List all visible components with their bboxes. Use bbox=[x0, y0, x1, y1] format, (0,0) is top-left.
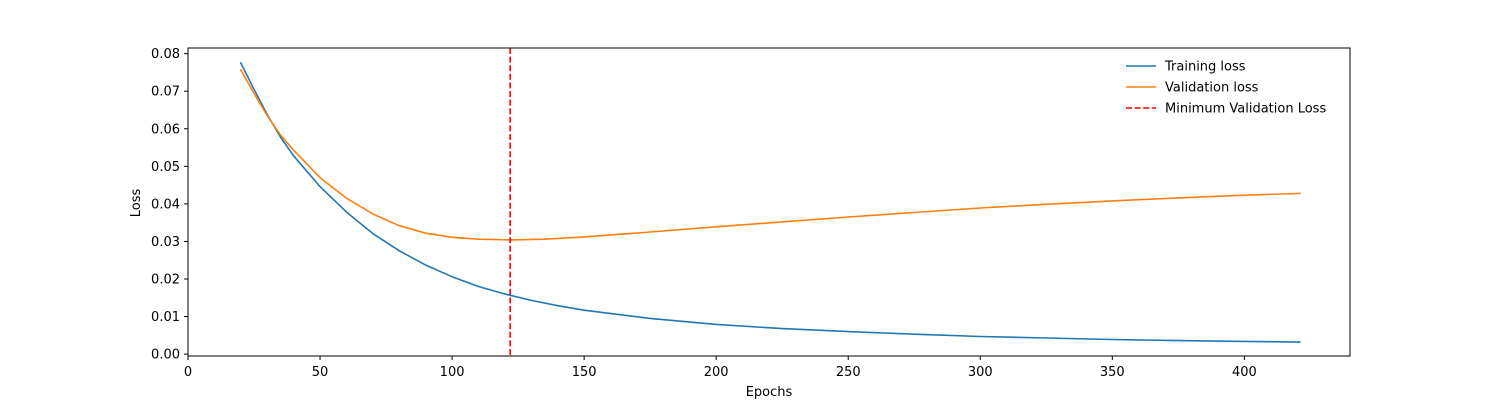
legend-label: Minimum Validation Loss bbox=[1165, 102, 1326, 117]
x-tick-label: 200 bbox=[704, 365, 729, 380]
y-tick-label: 0.06 bbox=[151, 122, 180, 137]
plot-content bbox=[239, 48, 1301, 356]
legend: Training loss Validation loss Minimum Vali… bbox=[1126, 60, 1326, 117]
x-tick-label: 250 bbox=[836, 365, 861, 380]
y-axis-label: Loss bbox=[129, 189, 144, 218]
x-tick-label: 400 bbox=[1232, 365, 1257, 380]
y-tick-label: 0.00 bbox=[151, 348, 180, 363]
series-line-training-loss bbox=[239, 61, 1301, 343]
x-tick-label: 100 bbox=[440, 365, 465, 380]
y-tick-label: 0.03 bbox=[151, 235, 180, 250]
plot-frame bbox=[187, 47, 1351, 357]
legend-label: Training loss bbox=[1164, 60, 1246, 75]
x-tick-label: 50 bbox=[312, 365, 329, 380]
x-tick-label: 350 bbox=[1100, 365, 1125, 380]
x-tick-label: 300 bbox=[968, 365, 993, 380]
y-tick-label: 0.08 bbox=[151, 47, 180, 62]
x-tick-label: 0 bbox=[184, 365, 192, 380]
y-tick-label: 0.04 bbox=[151, 197, 180, 212]
legend-label: Validation loss bbox=[1165, 81, 1259, 96]
y-tick-label: 0.02 bbox=[151, 273, 180, 288]
y-tick-label: 0.05 bbox=[151, 160, 180, 175]
x-axis-label: Epochs bbox=[746, 385, 793, 400]
x-axis: 0 50 100 150 200 250 300 350 400 bbox=[184, 356, 1257, 380]
y-axis: 0.00 0.01 0.02 0.03 0.04 0.05 0.06 0.07 0.08 bbox=[151, 47, 188, 363]
y-tick-label: 0.01 bbox=[151, 310, 180, 325]
y-tick-label: 0.07 bbox=[151, 85, 180, 100]
x-tick-label: 150 bbox=[572, 365, 597, 380]
series-line-validation-loss bbox=[239, 68, 1301, 241]
